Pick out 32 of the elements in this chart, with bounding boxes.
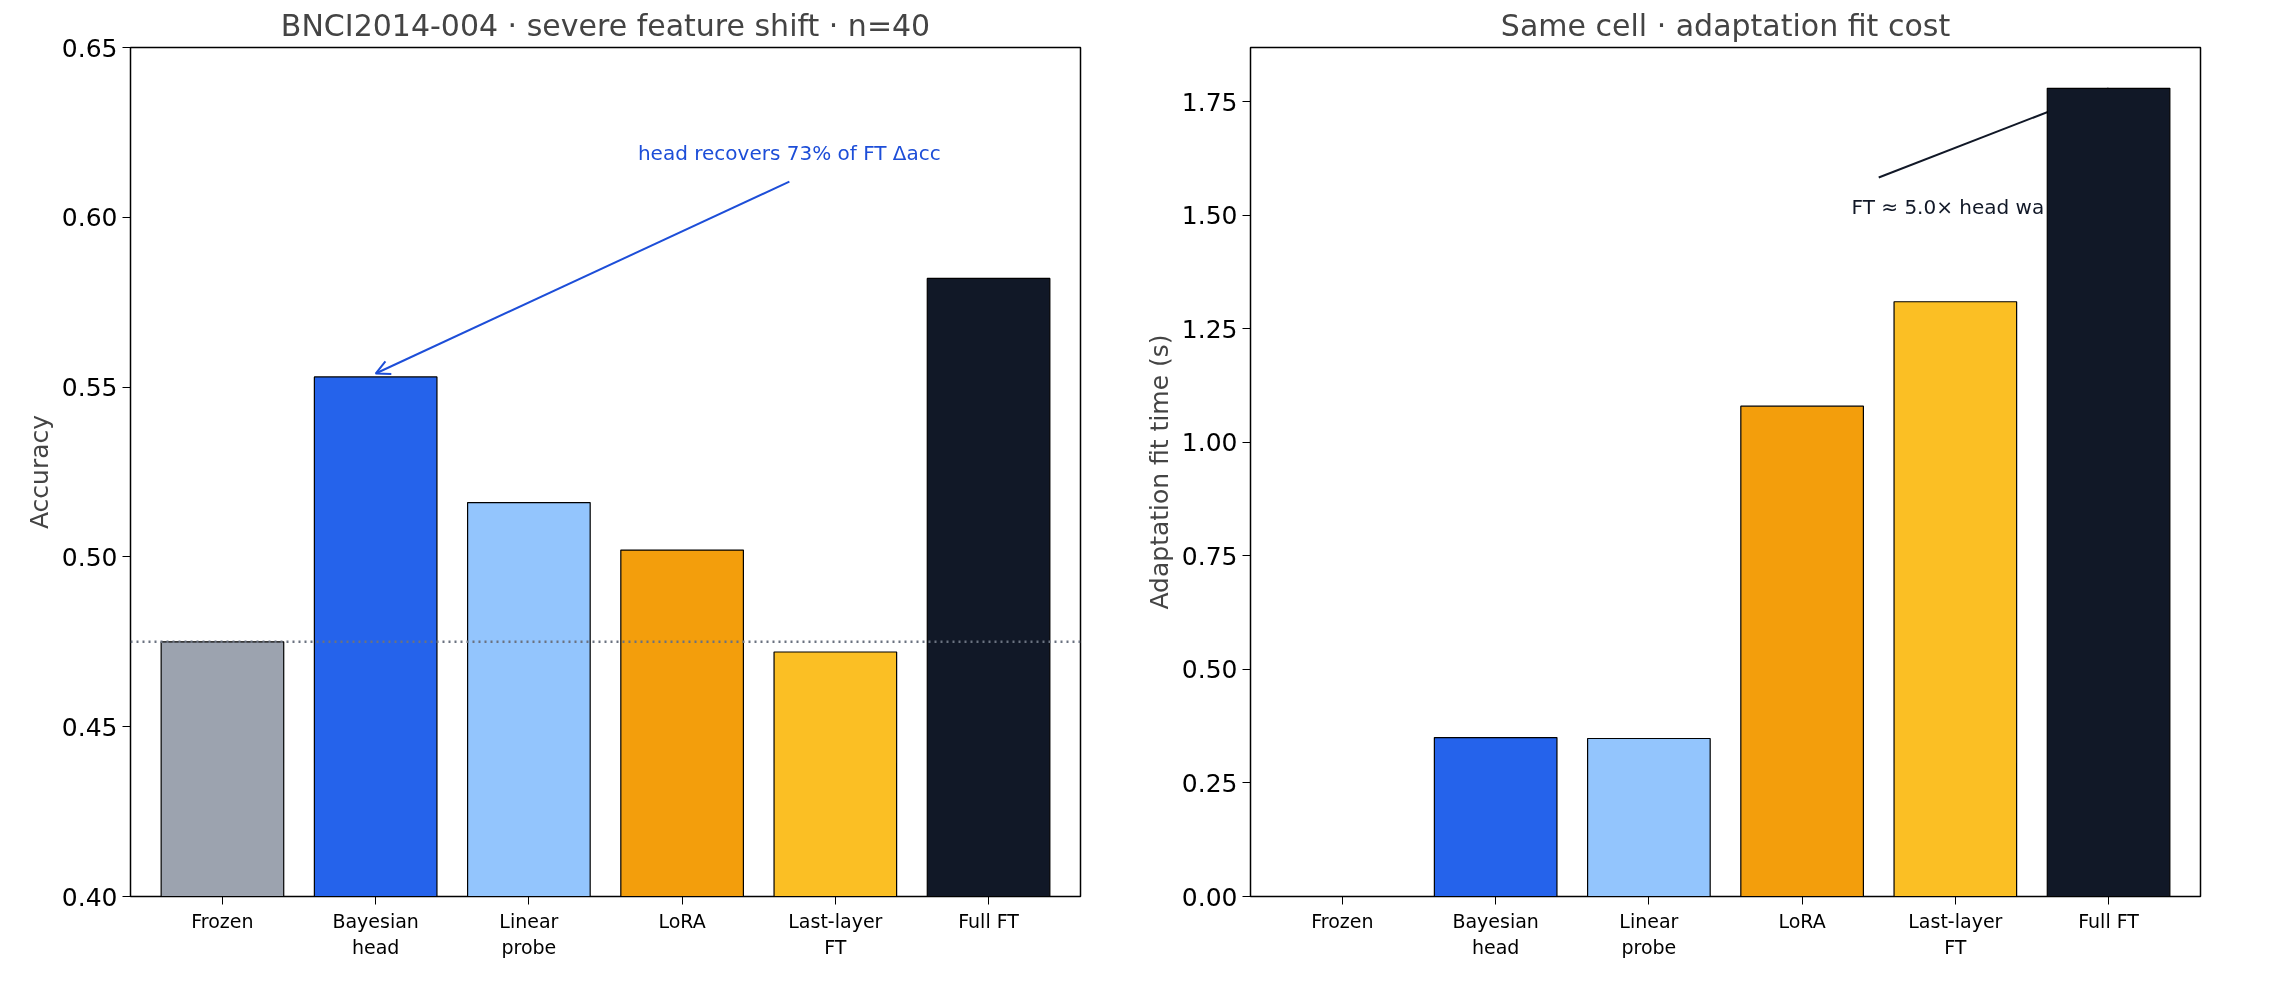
x-tick-label: Linear probe — [499, 909, 559, 958]
y-axis-title: Accuracy — [24, 414, 54, 530]
y-tick-label: 1.00 — [1181, 428, 1238, 458]
y-tick-label: 0.40 — [61, 882, 118, 912]
x-tick-label: Bayesian head — [332, 909, 419, 958]
y-tick-label: 1.75 — [1181, 87, 1238, 117]
x-tick-label: Bayesian head — [1452, 909, 1539, 958]
chart-title: Same cell · adaptation fit cost — [1500, 7, 1951, 43]
y-tick-label: 0.50 — [61, 542, 118, 572]
x-tick-label: Last-layer FT — [788, 909, 883, 958]
annotation: head recovers 73% of FT Δacc — [637, 140, 941, 165]
y-tick-label: 1.25 — [1181, 314, 1238, 344]
y-tick-label: 0.55 — [61, 373, 118, 403]
y-tick-label: 0.50 — [1181, 655, 1238, 685]
x-tick-label: Frozen — [191, 909, 254, 932]
y-tick-label: 0.65 — [61, 33, 118, 63]
chart-title: BNCI2014-004 · severe feature shift · n=40 — [280, 7, 931, 43]
x-tick-label: Full FT — [2078, 909, 2140, 932]
y-tick-label: 1.50 — [1181, 201, 1238, 231]
x-tick-label: Last-layer FT — [1908, 909, 2003, 958]
x-tick-label: LoRA — [1778, 909, 1826, 932]
x-tick-label: Full FT — [958, 909, 1020, 932]
y-tick-label: 0.45 — [61, 712, 118, 742]
y-axis-title: Adaptation fit time (s) — [1144, 334, 1174, 610]
y-tick-label: 0.75 — [1181, 541, 1238, 571]
y-tick-label: 0.60 — [61, 203, 118, 233]
x-tick-label: LoRA — [658, 909, 706, 932]
annotation: FT ≈ 5.0× head wa — [1851, 195, 2045, 220]
y-tick-label: 0.00 — [1181, 882, 1238, 912]
x-tick-label: Linear probe — [1619, 909, 1679, 958]
x-tick-label: Frozen — [1311, 909, 1374, 932]
y-tick-label: 0.25 — [1181, 769, 1238, 798]
